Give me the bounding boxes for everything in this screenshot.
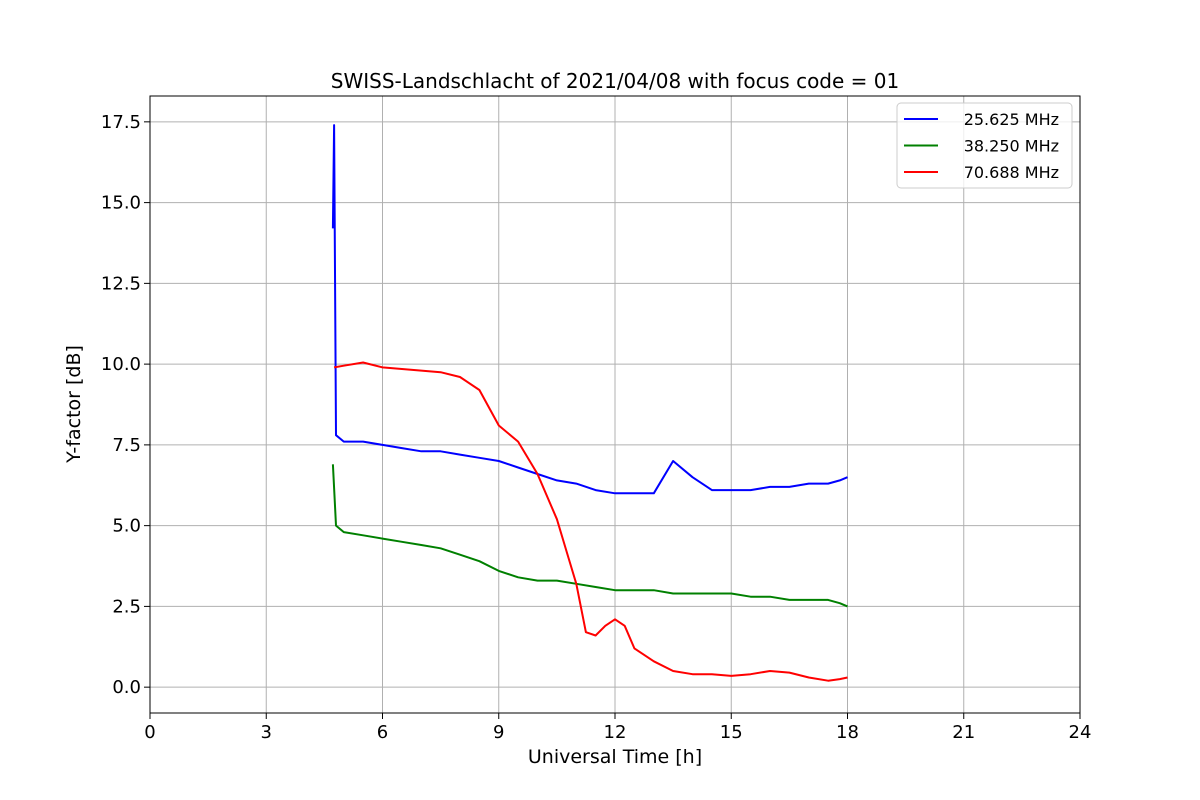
y-tick-label: 2.5: [112, 596, 141, 617]
x-axis-label: Universal Time [h]: [528, 746, 702, 768]
x-tick-label: 18: [836, 722, 859, 743]
y-tick-label: 0.0: [112, 677, 141, 698]
legend: 25.625 MHz 38.250 MHz 70.688 MHz: [896, 102, 1073, 189]
legend-label-2: 38.250 MHz: [964, 137, 1059, 156]
y-axis: 0.0 2.5 5.0 7.5 10.0 12.5 15.0 17.5: [101, 112, 150, 698]
x-tick-label: 24: [1069, 722, 1092, 743]
x-tick-label: 21: [952, 722, 975, 743]
x-tick-label: 12: [604, 722, 627, 743]
y-tick-label: 15.0: [101, 193, 141, 214]
x-tick-label: 15: [720, 722, 743, 743]
y-tick-label: 12.5: [101, 273, 141, 294]
x-tick-label: 3: [261, 722, 272, 743]
legend-box: [896, 102, 1073, 189]
chart-title: SWISS-Landschlacht of 2021/04/08 with fo…: [331, 69, 899, 93]
legend-label-1: 25.625 MHz: [964, 110, 1059, 129]
y-axis-label: Y-factor [dB]: [63, 345, 85, 464]
series-line-2: [331, 464, 848, 608]
x-tick-label: 9: [493, 722, 504, 743]
y-tick-label: 5.0: [112, 516, 141, 537]
y-tick-label: 7.5: [112, 435, 141, 456]
series-line-3: [333, 361, 848, 682]
y-tick-label: 10.0: [101, 354, 141, 375]
x-tick-label: 6: [377, 722, 388, 743]
x-axis: 0 3 6 9 12 15 18 21 24: [144, 713, 1091, 743]
series-layer: [331, 124, 848, 682]
legend-label-3: 70.688 MHz: [964, 163, 1059, 182]
x-tick-label: 0: [144, 722, 155, 743]
series-line-1: [331, 124, 848, 495]
y-tick-label: 17.5: [101, 112, 141, 133]
